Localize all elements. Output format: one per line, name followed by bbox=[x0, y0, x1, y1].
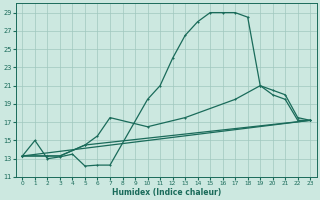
X-axis label: Humidex (Indice chaleur): Humidex (Indice chaleur) bbox=[112, 188, 221, 197]
